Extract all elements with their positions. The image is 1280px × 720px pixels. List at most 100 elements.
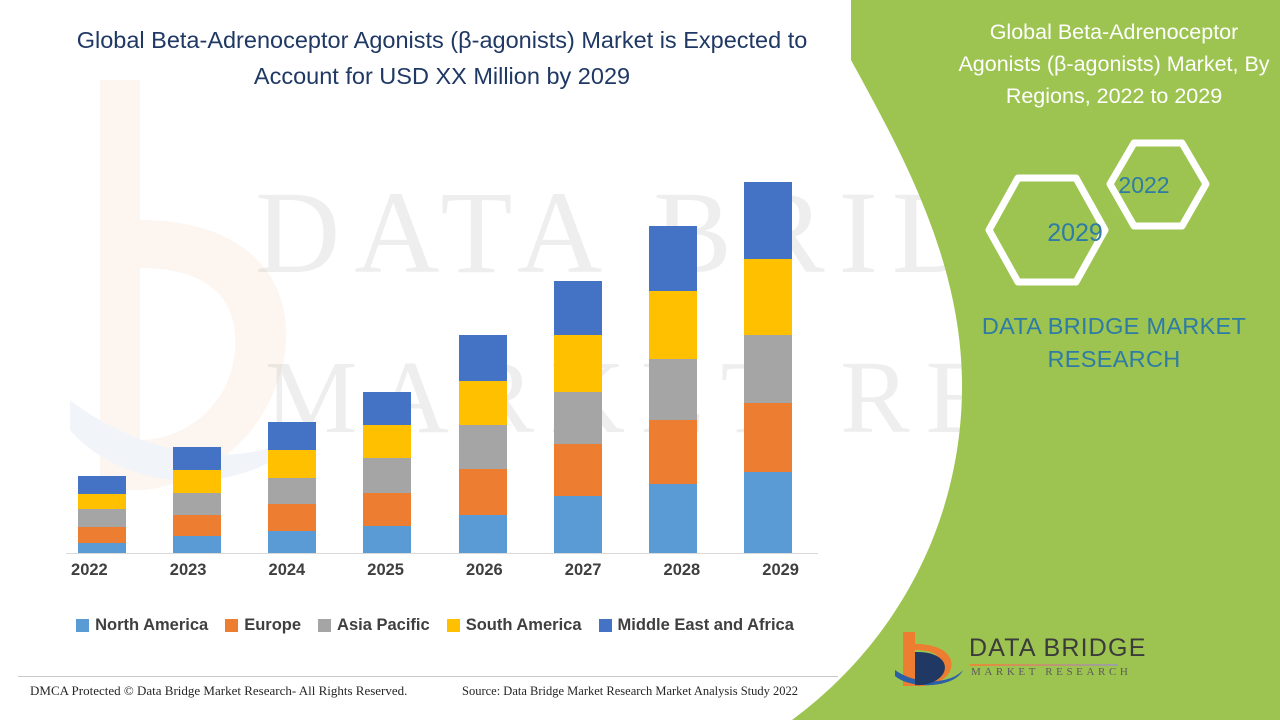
footer-copyright: DMCA Protected © Data Bridge Market Rese…	[30, 683, 408, 698]
bar-segment	[553, 280, 602, 335]
legend-swatch-icon	[225, 619, 239, 632]
bar-segment	[649, 290, 698, 359]
bar-segment	[458, 425, 507, 469]
x-axis-tick-2029: 2029	[762, 561, 799, 579]
bar-segment	[458, 381, 507, 426]
bar-segment	[172, 536, 221, 553]
bar-segment	[458, 514, 507, 553]
legend-label: Asia Pacific	[337, 616, 430, 634]
logo-divider	[970, 664, 1118, 666]
bar-segment	[363, 492, 412, 526]
bar-segment	[458, 468, 507, 515]
x-axis-tick-2024: 2024	[268, 561, 306, 579]
x-axis-line	[66, 553, 818, 554]
bar-column	[626, 120, 721, 553]
chart-legend: North America Europe Asia Pacific South Ame…	[40, 616, 830, 635]
bar-column	[245, 120, 340, 553]
bar-segment	[77, 476, 126, 494]
hex-badge-2022-label: 2022	[1118, 172, 1170, 198]
panel-title: Global Beta-Adrenoceptor Agonists (β-ago…	[958, 20, 1270, 108]
bar-segment	[172, 446, 221, 470]
bar-stack	[268, 421, 317, 553]
logo-title: DATA BRIDGE	[969, 634, 1147, 662]
bar-column	[435, 120, 530, 553]
stacked-bar-chart: 2022 2023 2024 2025 2026 2027 2028 2029	[40, 120, 830, 579]
legend-swatch-icon	[76, 619, 90, 632]
x-axis-labels: 2022 2023 2024 2025 2026 2027 2028 2029	[40, 561, 830, 580]
bar-segment	[458, 334, 507, 382]
bar-column	[530, 120, 625, 553]
bar-segment	[268, 504, 317, 532]
bar-stack	[553, 280, 602, 553]
bar-stack	[649, 226, 698, 553]
bar-segment	[744, 258, 793, 335]
x-axis-tick-2026: 2026	[466, 561, 503, 579]
bar-segment	[268, 531, 317, 553]
bar-stack	[172, 446, 221, 553]
bar-column	[721, 120, 816, 553]
bar-segment	[649, 226, 698, 291]
footer-source: Source: Data Bridge Market Research Mark…	[462, 684, 799, 698]
footer-divider	[18, 676, 838, 677]
legend-label: Europe	[244, 616, 302, 634]
legend-item[interactable]: Middle East and Africa	[598, 616, 794, 635]
bar-segment	[553, 334, 602, 392]
logo-subtitle: MARKET RESEARCH	[971, 666, 1132, 678]
bar-stack	[77, 476, 126, 553]
bar-segment	[363, 458, 412, 493]
bar-segment	[649, 484, 698, 553]
legend-label: South America	[465, 616, 582, 634]
bar-stack	[363, 391, 412, 553]
bar-segment	[77, 527, 126, 543]
bar-segment	[77, 493, 126, 510]
x-axis-tick-2028: 2028	[663, 561, 701, 579]
data-bridge-b-mark-icon	[895, 632, 963, 687]
bar-segment	[268, 421, 317, 451]
bar-segment	[744, 334, 793, 404]
legend-swatch-icon	[446, 619, 460, 632]
panel-content: Global Beta-Adrenoceptor Agonists (β-ago…	[948, 0, 1280, 720]
hexagon-outline-icon	[985, 139, 1210, 286]
bar-segment	[172, 492, 221, 515]
brand-name: DATA BRIDGE MARKET RESEARCH	[981, 313, 1247, 372]
bar-segment	[77, 542, 126, 553]
hexagon-small-shape	[1106, 139, 1210, 230]
legend-label: Middle East and Africa	[617, 616, 794, 634]
bar-segment	[268, 478, 317, 505]
legend-item[interactable]: South America	[446, 616, 582, 635]
bar-segment	[363, 525, 412, 553]
bar-segment	[744, 181, 793, 259]
bar-segment	[172, 469, 221, 493]
x-axis-tick-2022: 2022	[71, 561, 108, 579]
legend-item[interactable]: Asia Pacific	[318, 616, 430, 635]
x-axis-tick-2027: 2027	[564, 561, 602, 579]
chart-plot-area	[54, 120, 818, 554]
bar-column	[149, 120, 244, 553]
bar-stack	[744, 181, 793, 553]
bar-column	[340, 120, 435, 553]
hex-badge-2029-label: 2029	[1047, 219, 1103, 247]
bar-segment	[553, 443, 602, 496]
bar-stack	[458, 334, 507, 553]
bar-segment	[363, 391, 412, 426]
x-axis-tick-2025: 2025	[367, 561, 404, 579]
legend-swatch-icon	[318, 619, 332, 632]
data-bridge-logo: DATA BRIDGE MARKET RESEARCH	[895, 630, 1145, 692]
legend-item[interactable]: North America	[76, 616, 208, 635]
legend-swatch-icon	[598, 619, 612, 632]
hexagon-large-shape	[985, 174, 1109, 286]
bar-segment	[553, 495, 602, 553]
legend-item[interactable]: Europe	[225, 616, 301, 635]
legend-label: North America	[95, 616, 209, 634]
bar-segment	[553, 391, 602, 444]
bar-segment	[363, 425, 412, 459]
bar-segment	[268, 450, 317, 479]
bar-series-container	[54, 120, 816, 553]
bar-segment	[172, 514, 221, 537]
x-axis-tick-2023: 2023	[169, 561, 207, 579]
bar-segment	[744, 403, 793, 472]
bar-segment	[744, 471, 793, 553]
bar-segment	[77, 509, 126, 528]
